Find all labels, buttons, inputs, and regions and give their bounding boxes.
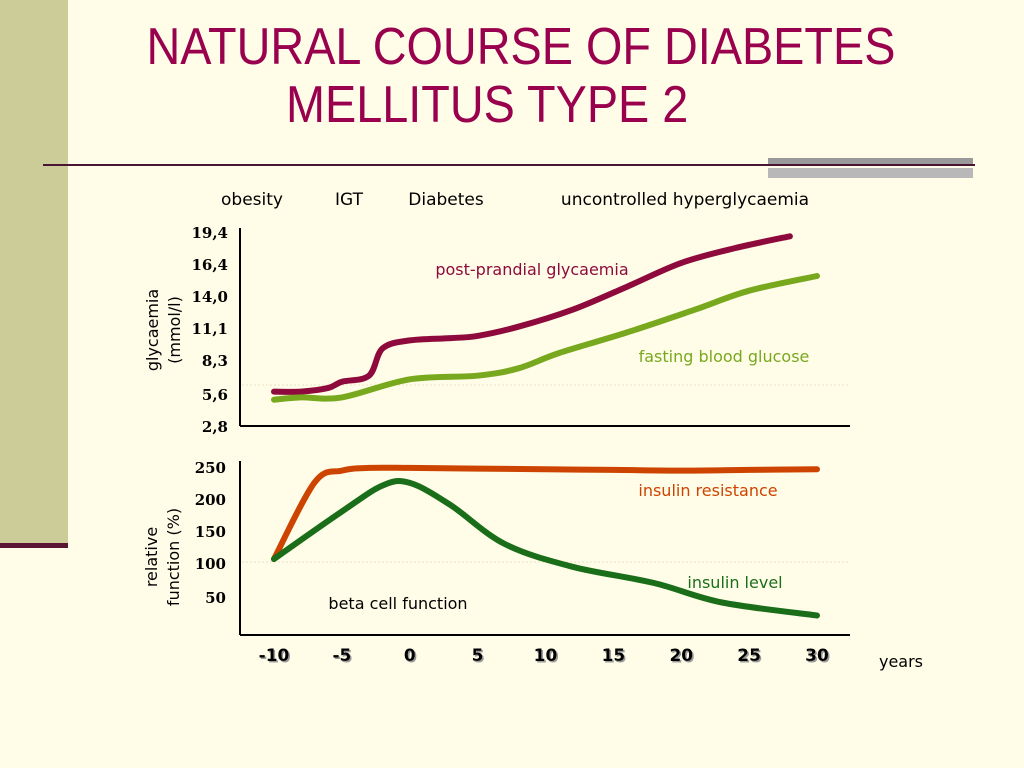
decor-gray-bar <box>768 168 973 178</box>
top-y-tick-label: 5,6 <box>202 386 228 404</box>
series-label-post-prandial: post-prandial glycaemia <box>435 260 628 279</box>
series-line-fasting-glucose <box>271 273 820 403</box>
x-tick-label: 5 <box>472 646 484 666</box>
annotation-beta-cell-function: beta cell function <box>328 594 467 613</box>
stage-label: uncontrolled hyperglycaemia <box>561 190 809 210</box>
stage-label: obesity <box>221 190 283 210</box>
x-axis-label: years <box>879 652 923 671</box>
x-tick-label: 15 <box>602 646 626 666</box>
stage-label: IGT <box>335 190 364 210</box>
x-tick-label: 30 <box>805 646 829 666</box>
x-tick-label: 10 <box>534 646 558 666</box>
bottom-y-tick-label: 200 <box>195 491 226 509</box>
x-tick-label: -10 <box>259 646 290 666</box>
title-line-2: MELLITUS TYPE 2 <box>286 76 689 134</box>
series-line-insulin-level <box>271 478 820 619</box>
top-y-axis-label: glycaemia <box>143 289 162 371</box>
bottom-y-tick-label: 150 <box>195 523 226 541</box>
top-y-tick-label: 11,1 <box>191 320 228 338</box>
bottom-y-axis-label: relative <box>142 527 161 587</box>
series-label-fasting-glucose: fasting blood glucose <box>639 347 810 366</box>
bottom-y-tick-label: 50 <box>205 589 226 607</box>
series-line-post-prandial <box>271 233 793 395</box>
top-y-tick-label: 14,0 <box>191 288 228 306</box>
x-tick-label: 20 <box>669 646 693 666</box>
series-label-insulin-level: insulin level <box>687 573 782 592</box>
decor-gray-bar <box>768 158 973 164</box>
bottom-y-axis-label: function (%) <box>164 508 183 606</box>
side-decor-rule <box>0 543 68 548</box>
x-tick-label: -5 <box>332 646 351 666</box>
x-tick-label: 0 <box>404 646 416 666</box>
title-line-1: NATURAL COURSE OF DIABETES <box>146 18 896 76</box>
side-decor-band <box>0 0 68 548</box>
top-y-tick-label: 16,4 <box>191 256 228 274</box>
series-line-insulin-resistance <box>271 464 820 562</box>
title-divider <box>43 164 975 166</box>
top-y-tick-label: 2,8 <box>202 418 228 436</box>
x-tick-label: 25 <box>737 646 761 666</box>
stage-label: Diabetes <box>408 190 484 210</box>
bottom-y-tick-label: 100 <box>195 555 226 573</box>
series-label-insulin-resistance: insulin resistance <box>638 481 777 500</box>
top-y-tick-label: 8,3 <box>202 352 228 370</box>
bottom-y-tick-label: 250 <box>195 459 226 477</box>
top-y-axis-label: (mmol/l) <box>165 296 184 364</box>
top-y-tick-label: 19,4 <box>191 224 228 242</box>
